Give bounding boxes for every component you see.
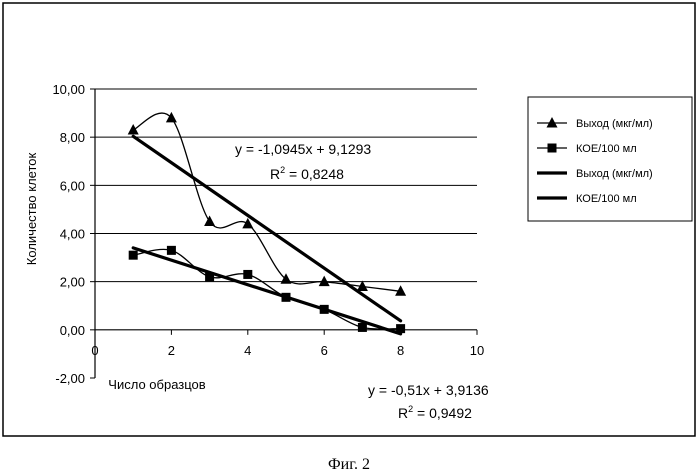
trend-equation-2: y = -0,51x + 3,9136 [368, 382, 489, 398]
x-tick-label: 8 [397, 343, 404, 358]
data-point-square [358, 323, 367, 332]
trend-r2-2: R2 = 0,9492 [398, 404, 472, 421]
y-tick-label: 4,00 [60, 227, 85, 242]
data-point-square [167, 246, 176, 255]
trendline [133, 136, 400, 321]
legend-label: Выход (мкг/мл) [576, 118, 653, 130]
x-tick-label: 4 [244, 343, 251, 358]
y-axis-title: Количество клеток [24, 153, 39, 266]
legend-label: КОЕ/100 мл [576, 143, 637, 155]
legend-label: Выход (мкг/мл) [576, 168, 653, 180]
y-tick-label: 0,00 [60, 323, 85, 338]
data-point-triangle [166, 112, 177, 123]
data-point-square [320, 305, 329, 314]
trend-r2-1: R2 = 0,8248 [270, 165, 344, 182]
x-tick-label: 10 [470, 343, 484, 358]
data-point-square [243, 270, 252, 279]
y-tick-label: 10,00 [52, 82, 85, 97]
series-line [133, 113, 400, 291]
x-axis-title: Число образцов [108, 377, 205, 392]
data-point-square [282, 293, 291, 302]
data-point-triangle [204, 215, 215, 226]
x-tick-label: 2 [168, 343, 175, 358]
y-tick-label: -2,00 [55, 371, 85, 386]
trendlines [133, 136, 400, 334]
y-tick-label: 6,00 [60, 178, 85, 193]
data-point-triangle [319, 276, 330, 287]
x-tick-label: 6 [321, 343, 328, 358]
data-point-square [205, 272, 214, 281]
y-tick-label: 8,00 [60, 130, 85, 145]
x-tick-label: 0 [91, 343, 98, 358]
trend-equation-1: y = -1,0945x + 9,1293 [235, 141, 371, 157]
data-point-square [396, 324, 405, 333]
legend-marker-square [548, 144, 557, 153]
y-tick-label: 2,00 [60, 275, 85, 290]
data-point-triangle [128, 124, 139, 135]
data-point-square [129, 251, 138, 260]
legend-label: КОЕ/100 мл [576, 193, 637, 205]
figure-caption: Фиг. 2 [328, 456, 370, 473]
